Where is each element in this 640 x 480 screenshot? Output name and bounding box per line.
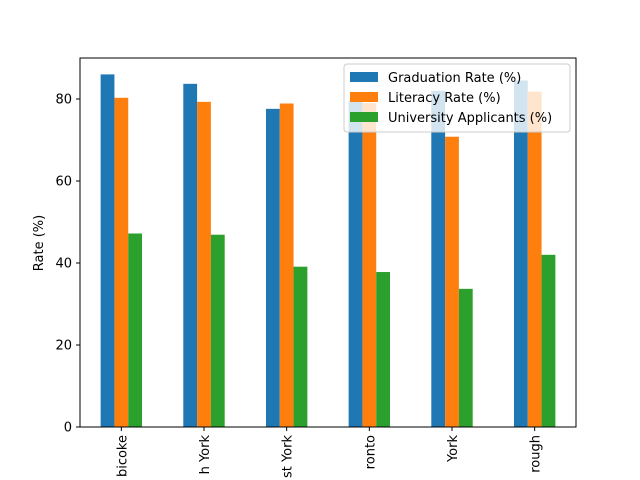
x-ticks-group: bicoke h York st York ronto York rough (115, 427, 544, 479)
bar (128, 233, 143, 427)
legend-label: Graduation Rate (%) (388, 71, 521, 86)
x-tick-label: rough (529, 435, 544, 473)
bar (114, 97, 129, 428)
y-tick-label: 80 (55, 93, 72, 108)
legend-label: University Applicants (%) (388, 111, 552, 126)
y-ticks-group: 0 20 40 60 80 (55, 93, 80, 436)
bar (431, 90, 446, 428)
bar (197, 101, 211, 428)
legend-label: Literacy Rate (%) (388, 91, 501, 106)
legend-box (343, 63, 571, 133)
x-tick-label: York (446, 435, 461, 464)
bar (183, 83, 198, 427)
bars-group (100, 74, 556, 428)
legend-swatch (350, 92, 378, 102)
plot-frame (79, 57, 577, 428)
y-tick-label: 0 (64, 421, 72, 436)
legend-swatch (350, 72, 378, 82)
y-axis-label: Rate (%) (32, 215, 47, 271)
bar (348, 101, 363, 428)
legend: Graduation Rate (%) Literacy Rate (%) Univ… (343, 63, 571, 133)
x-tick-label: st York (281, 435, 296, 479)
bar (445, 136, 459, 427)
bar (100, 74, 115, 428)
bar (458, 288, 473, 427)
legend-swatch (350, 112, 378, 122)
y-tick-label: 20 (55, 339, 72, 354)
y-tick-label: 60 (55, 175, 72, 190)
bar (362, 103, 377, 427)
x-tick-label: h York (198, 435, 213, 475)
bar (527, 91, 542, 428)
bar (210, 234, 225, 427)
bar (293, 266, 308, 427)
bar (265, 108, 280, 427)
bar (279, 103, 294, 427)
bar (541, 254, 556, 427)
x-tick-label: bicoke (115, 435, 130, 477)
x-tick-label: ronto (363, 435, 378, 469)
bar (513, 80, 528, 428)
bar (376, 272, 391, 427)
y-tick-label: 40 (55, 257, 72, 272)
